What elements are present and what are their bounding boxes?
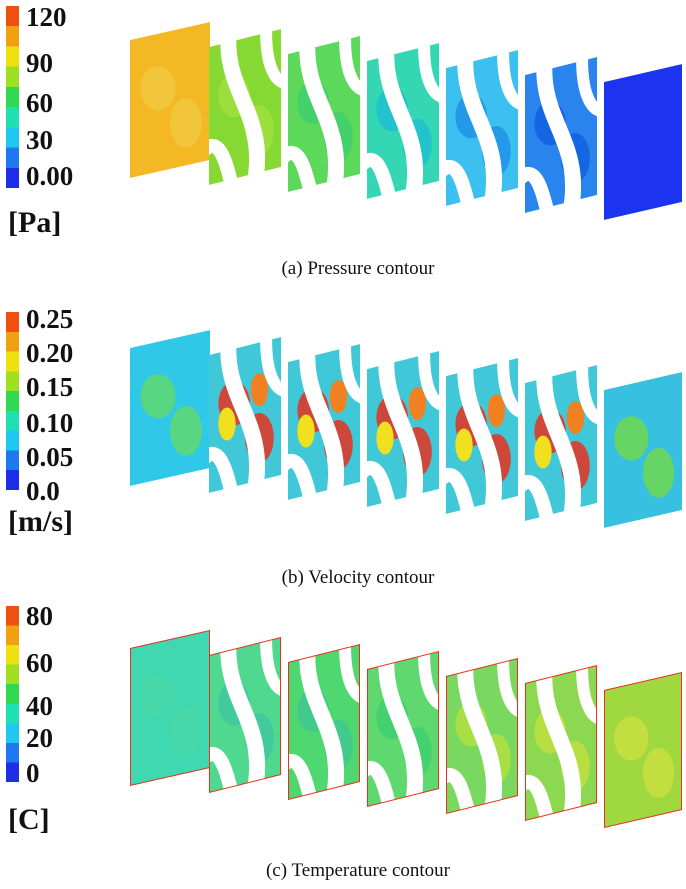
tick-label: 80 <box>26 601 53 631</box>
contour-slice <box>604 672 682 828</box>
contour-slice <box>209 637 281 793</box>
tick-label: 90 <box>26 48 53 78</box>
contour-slice <box>288 344 360 500</box>
tick-label: 0.25 <box>26 304 74 334</box>
contour-slice <box>130 630 210 786</box>
contour-slice <box>130 330 210 486</box>
tick-label: 0.05 <box>26 442 74 472</box>
unit-label: [m/s] <box>8 505 73 538</box>
tick-label: 20 <box>26 723 53 753</box>
contour-slice <box>367 351 439 507</box>
caption: (a) Pressure contour <box>281 258 435 279</box>
contour-slice <box>525 365 597 521</box>
contour-slice <box>604 64 682 220</box>
pressure-panel: 120 90 60 30 0.00 [Pa] (a) Pressure cont… <box>0 0 686 290</box>
contour-slice <box>209 337 281 493</box>
contour-slice <box>604 372 682 528</box>
contour-slice <box>525 57 597 213</box>
contour-slice <box>288 644 360 800</box>
tick-label: 60 <box>26 648 53 678</box>
tick-label: 0.20 <box>26 338 74 368</box>
unit-label: [C] <box>8 803 50 836</box>
contour-slice <box>446 358 518 514</box>
tick-label: 30 <box>26 125 53 155</box>
contour-slice <box>367 43 439 199</box>
tick-label: 0.15 <box>26 372 74 402</box>
tick-label: 0.10 <box>26 408 74 438</box>
contour-slice <box>209 29 281 185</box>
tick-label: 40 <box>26 691 53 721</box>
caption: (b) Velocity contour <box>281 567 435 588</box>
tick-label: 60 <box>26 88 53 118</box>
contour-slice <box>525 665 597 821</box>
tick-label: 120 <box>26 2 67 32</box>
contour-slice <box>446 50 518 206</box>
caption: (c) Temperature contour <box>265 860 450 881</box>
colorbar <box>6 6 19 188</box>
contour-slice <box>288 36 360 192</box>
tick-label: 0 <box>26 758 40 788</box>
tick-label: 0.0 <box>26 476 60 506</box>
contour-slice <box>446 658 518 814</box>
colorbar <box>6 312 19 490</box>
tick-label: 0.00 <box>26 161 74 191</box>
velocity-panel: 0.25 0.20 0.15 0.10 0.05 0.0 [m/s] (b) V… <box>6 304 435 588</box>
unit-label: [Pa] <box>8 206 62 239</box>
contour-slice <box>367 651 439 807</box>
contour-slice <box>130 22 210 178</box>
colorbar <box>6 606 19 782</box>
